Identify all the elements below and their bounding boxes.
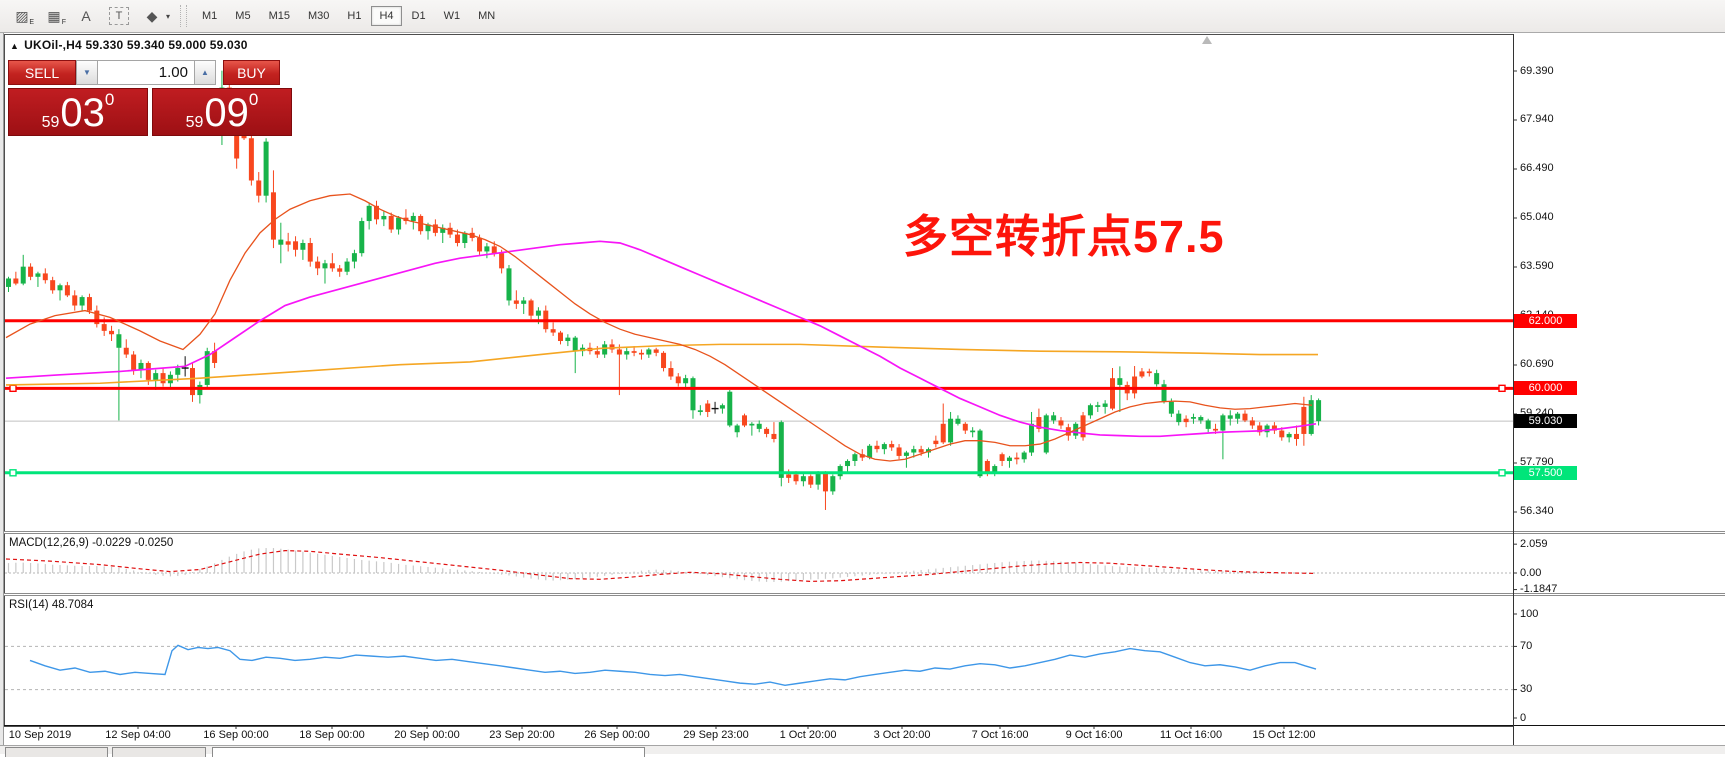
price-tick-label: 69.390 — [1520, 64, 1554, 77]
time-axis-label: 20 Sep 00:00 — [394, 729, 460, 741]
time-axis-label: 29 Sep 23:00 — [683, 729, 749, 741]
time-axis-label: 26 Sep 00:00 — [584, 729, 650, 741]
price-tick-label: 57.790 — [1520, 456, 1554, 469]
chart-tab-bar — [0, 745, 1725, 757]
timeframe-button-m15[interactable]: M15 — [268, 10, 290, 22]
buy-price-box[interactable]: 59 09 0 — [152, 88, 292, 136]
rsi-tick-label: 100 — [1520, 607, 1539, 620]
buy-button[interactable]: BUY — [223, 60, 280, 85]
rsi-label: RSI(14) 48.7084 — [9, 599, 94, 611]
price-level-badge: 59.030 — [1514, 414, 1577, 429]
price-tick-label: 67.940 — [1520, 113, 1554, 126]
volume-increase-button[interactable]: ▲ — [194, 60, 216, 85]
sell-price-box[interactable]: 59 03 0 — [8, 88, 148, 136]
timeframe-button-mn[interactable]: MN — [478, 10, 496, 22]
label-tool-icon[interactable]: T — [109, 7, 129, 25]
timeframe-buttons: M1 M5 M15 M30 H1 H4 D1 W1 MN — [193, 6, 504, 26]
timeframe-button-h4[interactable]: H4 — [371, 6, 402, 26]
sell-price-pip: 0 — [104, 90, 115, 109]
price-level-badge: 60.000 — [1514, 381, 1577, 396]
time-axis-label: 1 Oct 20:00 — [779, 729, 837, 741]
time-axis-label: 18 Sep 00:00 — [299, 729, 365, 741]
chart-title: ▲ UKOil-,H4 59.330 59.340 59.000 59.030 — [10, 38, 248, 52]
time-axis-label: 16 Sep 00:00 — [203, 729, 269, 741]
time-axis-label: 15 Oct 12:00 — [1252, 729, 1316, 741]
price-tick-label: 65.040 — [1520, 211, 1554, 224]
chart-tab[interactable] — [5, 747, 108, 757]
macd-label: MACD(12,26,9) -0.0229 -0.0250 — [9, 537, 174, 549]
timeframe-button-d1[interactable]: D1 — [411, 10, 426, 22]
timeframe-button-m1[interactable]: M1 — [202, 10, 218, 22]
time-axis-label: 12 Sep 04:00 — [105, 729, 171, 741]
toolbar: ▨ E ▦ F A T ◆ ▾ M1 M5 M15 M30 H1 H4 D1 W1 MN — [0, 0, 1725, 33]
macd-tick-label: -1.1847 — [1520, 583, 1558, 596]
macd-tick-label: 2.059 — [1520, 537, 1548, 550]
sell-price-handle: 59 — [41, 114, 60, 131]
timeframe-button-w1[interactable]: W1 — [443, 10, 461, 22]
chart-tab[interactable] — [112, 747, 206, 757]
window-left-border — [0, 33, 4, 753]
rsi-tick-label: 30 — [1520, 683, 1533, 696]
time-axis-label: 10 Sep 2019 — [8, 729, 72, 741]
price-tick-label: 63.590 — [1520, 260, 1554, 273]
objects-dropdown-icon[interactable]: ▾ — [166, 11, 171, 21]
rsi-tick-label: 70 — [1520, 639, 1533, 652]
buy-price-main: 09 — [204, 91, 249, 135]
sell-button[interactable]: SELL — [8, 60, 76, 85]
price-tick-label: 66.490 — [1520, 162, 1554, 175]
volume-input[interactable] — [98, 60, 194, 85]
price-tick-label: 56.340 — [1520, 505, 1554, 518]
toolbar-icons: ▨ E ▦ F A T ◆ ▾ — [6, 4, 174, 28]
chart-title-text: UKOil-,H4 59.330 59.340 59.000 59.030 — [24, 38, 248, 52]
text-tool-icon[interactable]: A — [81, 8, 91, 24]
time-axis-label: 9 Oct 16:00 — [1065, 729, 1123, 741]
rsi-tick-label: 0 — [1520, 711, 1527, 724]
timeframe-button-m30[interactable]: M30 — [307, 10, 330, 22]
time-axis-label: 23 Sep 20:00 — [489, 729, 555, 741]
price-level-badge: 62.000 — [1514, 313, 1577, 328]
macd-tick-label: 0.00 — [1520, 566, 1542, 579]
objects-icon[interactable]: ◆ — [146, 7, 158, 24]
volume-decrease-button[interactable]: ▼ — [76, 60, 98, 85]
timeframe-button-h1[interactable]: H1 — [347, 10, 362, 22]
time-axis-label: 3 Oct 20:00 — [873, 729, 931, 741]
price-tick-label: 60.690 — [1520, 358, 1554, 371]
time-axis-label: 11 Oct 16:00 — [1159, 729, 1223, 741]
annotation-text: 多空转折点57.5 — [903, 211, 1225, 262]
toolbar-separator — [180, 5, 188, 27]
chart-tab[interactable] — [212, 747, 645, 757]
profiles-icon[interactable]: ▦ F — [47, 7, 66, 27]
time-axis-label: 7 Oct 16:00 — [971, 729, 1029, 741]
price-level-badge: 57.500 — [1514, 465, 1577, 480]
symbol-dropdown-icon[interactable]: ▲ — [10, 41, 20, 51]
buy-price-pip: 0 — [248, 90, 259, 109]
sell-price-main: 03 — [60, 91, 105, 135]
timeframe-button-m5[interactable]: M5 — [235, 10, 251, 22]
buy-price-handle: 59 — [185, 114, 204, 131]
new-chart-icon[interactable]: ▨ E — [15, 7, 34, 27]
